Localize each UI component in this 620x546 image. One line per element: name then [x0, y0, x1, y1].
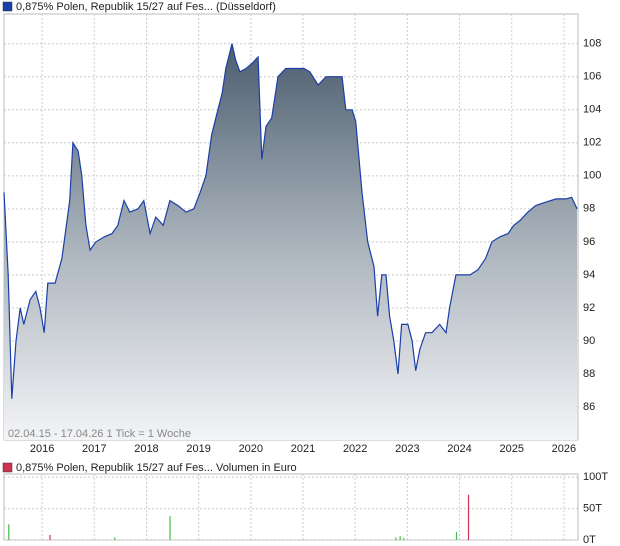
x-tick-label: 2023: [395, 443, 419, 455]
legend-swatch: [2, 462, 13, 473]
x-tick-label: 2025: [499, 443, 523, 455]
volume-bar: [114, 537, 116, 540]
volume-bar: [403, 538, 405, 540]
y-tick-label: 88: [583, 368, 595, 380]
volume-bar: [395, 537, 397, 540]
y-tick-label: 98: [583, 203, 595, 215]
chart-title: 0,875% Polen, Republik 15/27 auf Fes... …: [16, 462, 297, 474]
x-tick-label: 2018: [134, 443, 158, 455]
volume-bar: [49, 534, 51, 540]
y-tick-label: 96: [583, 236, 595, 248]
volume-bar: [399, 536, 401, 540]
volume-bar: [169, 516, 171, 540]
y-tick-label: 108: [583, 38, 601, 50]
x-tick-label: 2016: [30, 443, 54, 455]
y-tick-label: 92: [583, 302, 595, 314]
y-tick-label: 100T: [583, 471, 608, 483]
price-line: [3, 43, 578, 399]
y-tick-label: 100: [583, 170, 601, 182]
x-tick-label: 2020: [239, 443, 263, 455]
chart-title: 0,875% Polen, Republik 15/27 auf Fes... …: [16, 1, 276, 13]
volume-bar: [455, 531, 458, 540]
x-tick-label: 2022: [343, 443, 367, 455]
y-tick-label: 94: [583, 269, 595, 281]
x-tick-label: 2019: [186, 443, 210, 455]
y-tick-label: 50T: [583, 502, 602, 514]
volume-bar: [467, 494, 470, 540]
x-tick-label: 2026: [552, 443, 576, 455]
x-tick-label: 2021: [291, 443, 315, 455]
y-tick-label: 86: [583, 401, 595, 413]
plot-area: [3, 473, 579, 541]
x-tick-label: 2024: [447, 443, 471, 455]
note: 02.04.15 - 17.04.26 1 Tick = 1 Woche: [8, 428, 191, 440]
volume-bar: [8, 524, 10, 540]
y-tick-label: 104: [583, 104, 601, 116]
area-fill: [4, 43, 577, 440]
y-tick-label: 90: [583, 335, 595, 347]
y-tick-label: 102: [583, 137, 601, 149]
y-tick-label: 106: [583, 71, 601, 83]
legend-swatch: [2, 1, 13, 12]
x-tick-label: 2017: [82, 443, 106, 455]
y-tick-label: 0T: [583, 534, 596, 546]
